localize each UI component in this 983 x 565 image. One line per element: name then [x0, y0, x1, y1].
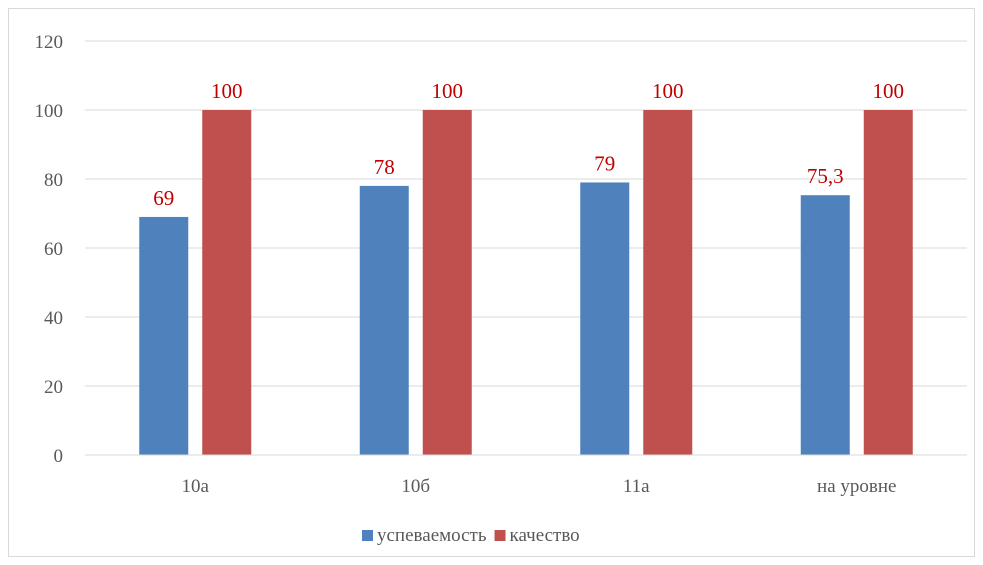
legend-label: успеваемость	[377, 525, 487, 546]
data-labels: 69 100 78 100 79 100 75,3 100	[153, 79, 904, 210]
x-axis-ticks: 10а 10б 11а на уровне	[182, 476, 897, 497]
legend-swatch	[494, 530, 506, 541]
bar-качество-на уровне	[863, 110, 913, 455]
bar-качество-11а	[643, 110, 693, 455]
x-tick-label: на уровне	[817, 476, 896, 497]
legend-label: качество	[510, 525, 580, 546]
bar-успеваемость-10б	[359, 185, 409, 455]
y-tick-label: 20	[44, 377, 63, 398]
data-label: 78	[374, 155, 395, 179]
x-tick-label: 10б	[401, 476, 430, 497]
data-label: 75,3	[807, 164, 844, 188]
bar-успеваемость-11а	[580, 182, 630, 455]
y-tick-label: 60	[44, 239, 63, 260]
y-tick-label: 100	[35, 101, 64, 122]
y-axis-ticks: 0 20 40 60 80 100 120	[35, 32, 64, 467]
bar-успеваемость-на уровне	[800, 195, 850, 455]
bars	[139, 110, 913, 455]
data-label: 79	[594, 151, 615, 175]
bar-успеваемость-10а	[139, 216, 189, 455]
x-tick-label: 10а	[182, 476, 210, 497]
y-tick-label: 40	[44, 308, 63, 329]
bar-качество-10б	[422, 110, 472, 455]
data-label: 100	[652, 79, 684, 103]
data-label: 69	[153, 186, 174, 210]
y-tick-label: 0	[54, 446, 64, 467]
data-label: 100	[432, 79, 464, 103]
data-label: 100	[873, 79, 905, 103]
x-tick-label: 11а	[623, 476, 650, 497]
data-label: 100	[211, 79, 243, 103]
y-tick-label: 80	[44, 170, 63, 191]
legend: успеваемость качество	[362, 525, 580, 546]
y-tick-label: 120	[35, 32, 64, 53]
legend-swatch	[362, 530, 373, 541]
bar-качество-10а	[202, 110, 252, 455]
